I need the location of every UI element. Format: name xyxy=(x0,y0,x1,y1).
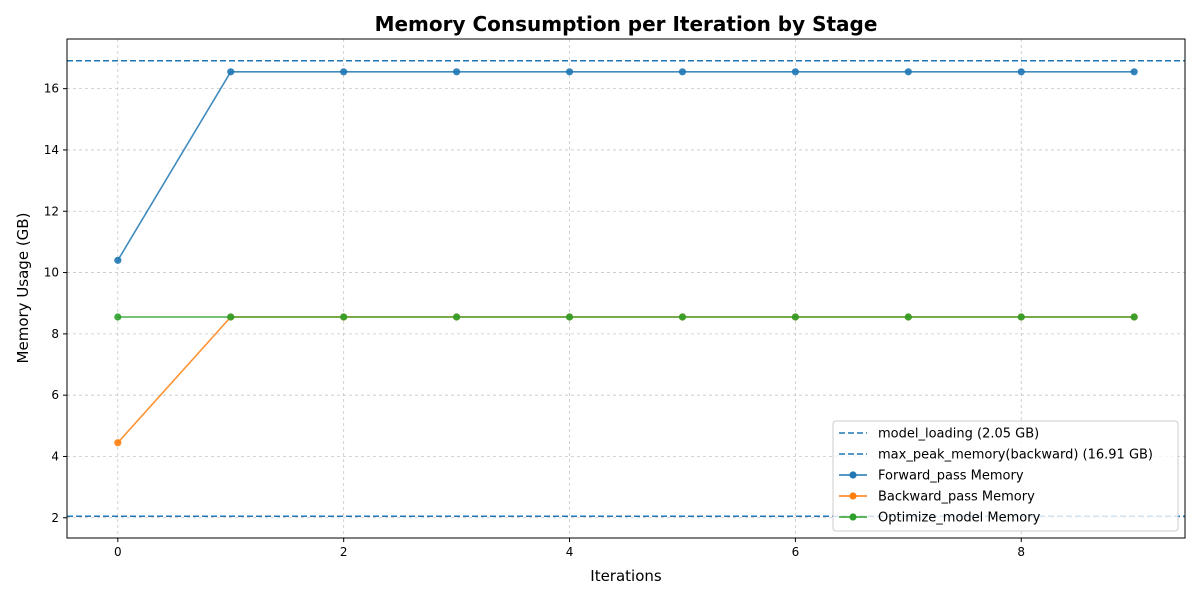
legend: model_loading (2.05 GB) max_peak_memory(b… xyxy=(832,420,1179,532)
y-tick-label: 8 xyxy=(51,327,59,341)
data-point xyxy=(904,68,912,76)
legend-box xyxy=(832,420,1179,532)
series-lines xyxy=(114,68,1138,447)
y-tick-label: 16 xyxy=(44,82,59,96)
legend-label: Backward_pass Memory xyxy=(878,490,1035,505)
legend-entry: Optimize_model Memory xyxy=(839,511,1041,526)
x-tick-label: 8 xyxy=(1017,545,1025,559)
plot-frame xyxy=(66,38,1186,539)
y-axis-label: Memory Usage (GB) xyxy=(14,213,32,364)
data-point xyxy=(1017,68,1025,76)
y-axis-ticks: 2 4 6 8 10 12 14 16 xyxy=(44,82,67,525)
data-point xyxy=(114,313,122,321)
data-point xyxy=(791,68,799,76)
data-point xyxy=(565,68,574,76)
legend-label: max_peak_memory(backward) (16.91 GB) xyxy=(878,448,1153,463)
data-point xyxy=(1130,313,1138,321)
y-tick-label: 6 xyxy=(51,388,59,402)
legend-entry: model_loading (2.05 GB) xyxy=(839,427,1039,442)
data-point xyxy=(340,68,348,76)
data-point xyxy=(340,313,348,321)
x-tick-label: 2 xyxy=(340,545,348,559)
data-point xyxy=(114,439,122,447)
x-axis-ticks: 0 2 4 6 8 xyxy=(114,538,1025,559)
data-point xyxy=(565,313,574,321)
legend-marker xyxy=(849,492,857,500)
data-point xyxy=(453,313,461,321)
legend-marker xyxy=(849,471,857,479)
data-point xyxy=(114,256,122,264)
data-point xyxy=(678,68,687,76)
x-tick-label: 0 xyxy=(114,545,122,559)
x-tick-label: 6 xyxy=(792,545,800,559)
legend-label: Optimize_model Memory xyxy=(878,511,1041,526)
data-point xyxy=(904,313,912,321)
legend-label: model_loading (2.05 GB) xyxy=(878,427,1039,442)
data-point xyxy=(227,68,235,76)
legend-entry: Forward_pass Memory xyxy=(839,469,1024,484)
data-point xyxy=(227,313,235,321)
y-tick-label: 4 xyxy=(51,449,59,463)
series-group xyxy=(114,313,1138,321)
y-tick-label: 14 xyxy=(44,143,59,157)
y-tick-label: 10 xyxy=(44,266,59,280)
data-point xyxy=(791,313,799,321)
data-point xyxy=(1017,313,1025,321)
x-axis-label: Iterations xyxy=(590,567,662,585)
series-group xyxy=(114,68,1138,264)
legend-marker xyxy=(849,513,857,521)
data-point xyxy=(453,68,461,76)
legend-label: Forward_pass Memory xyxy=(878,469,1024,484)
data-point xyxy=(1130,68,1138,76)
data-point xyxy=(678,313,687,321)
y-tick-label: 2 xyxy=(51,511,59,525)
legend-entry: max_peak_memory(backward) (16.91 GB) xyxy=(839,448,1153,463)
chart-title: Memory Consumption per Iteration by Stag… xyxy=(375,12,878,36)
x-tick-label: 4 xyxy=(566,545,574,559)
grid-lines xyxy=(67,39,1185,538)
y-tick-label: 12 xyxy=(44,204,59,218)
series-line xyxy=(117,70,1135,261)
legend-entry: Backward_pass Memory xyxy=(839,490,1035,505)
